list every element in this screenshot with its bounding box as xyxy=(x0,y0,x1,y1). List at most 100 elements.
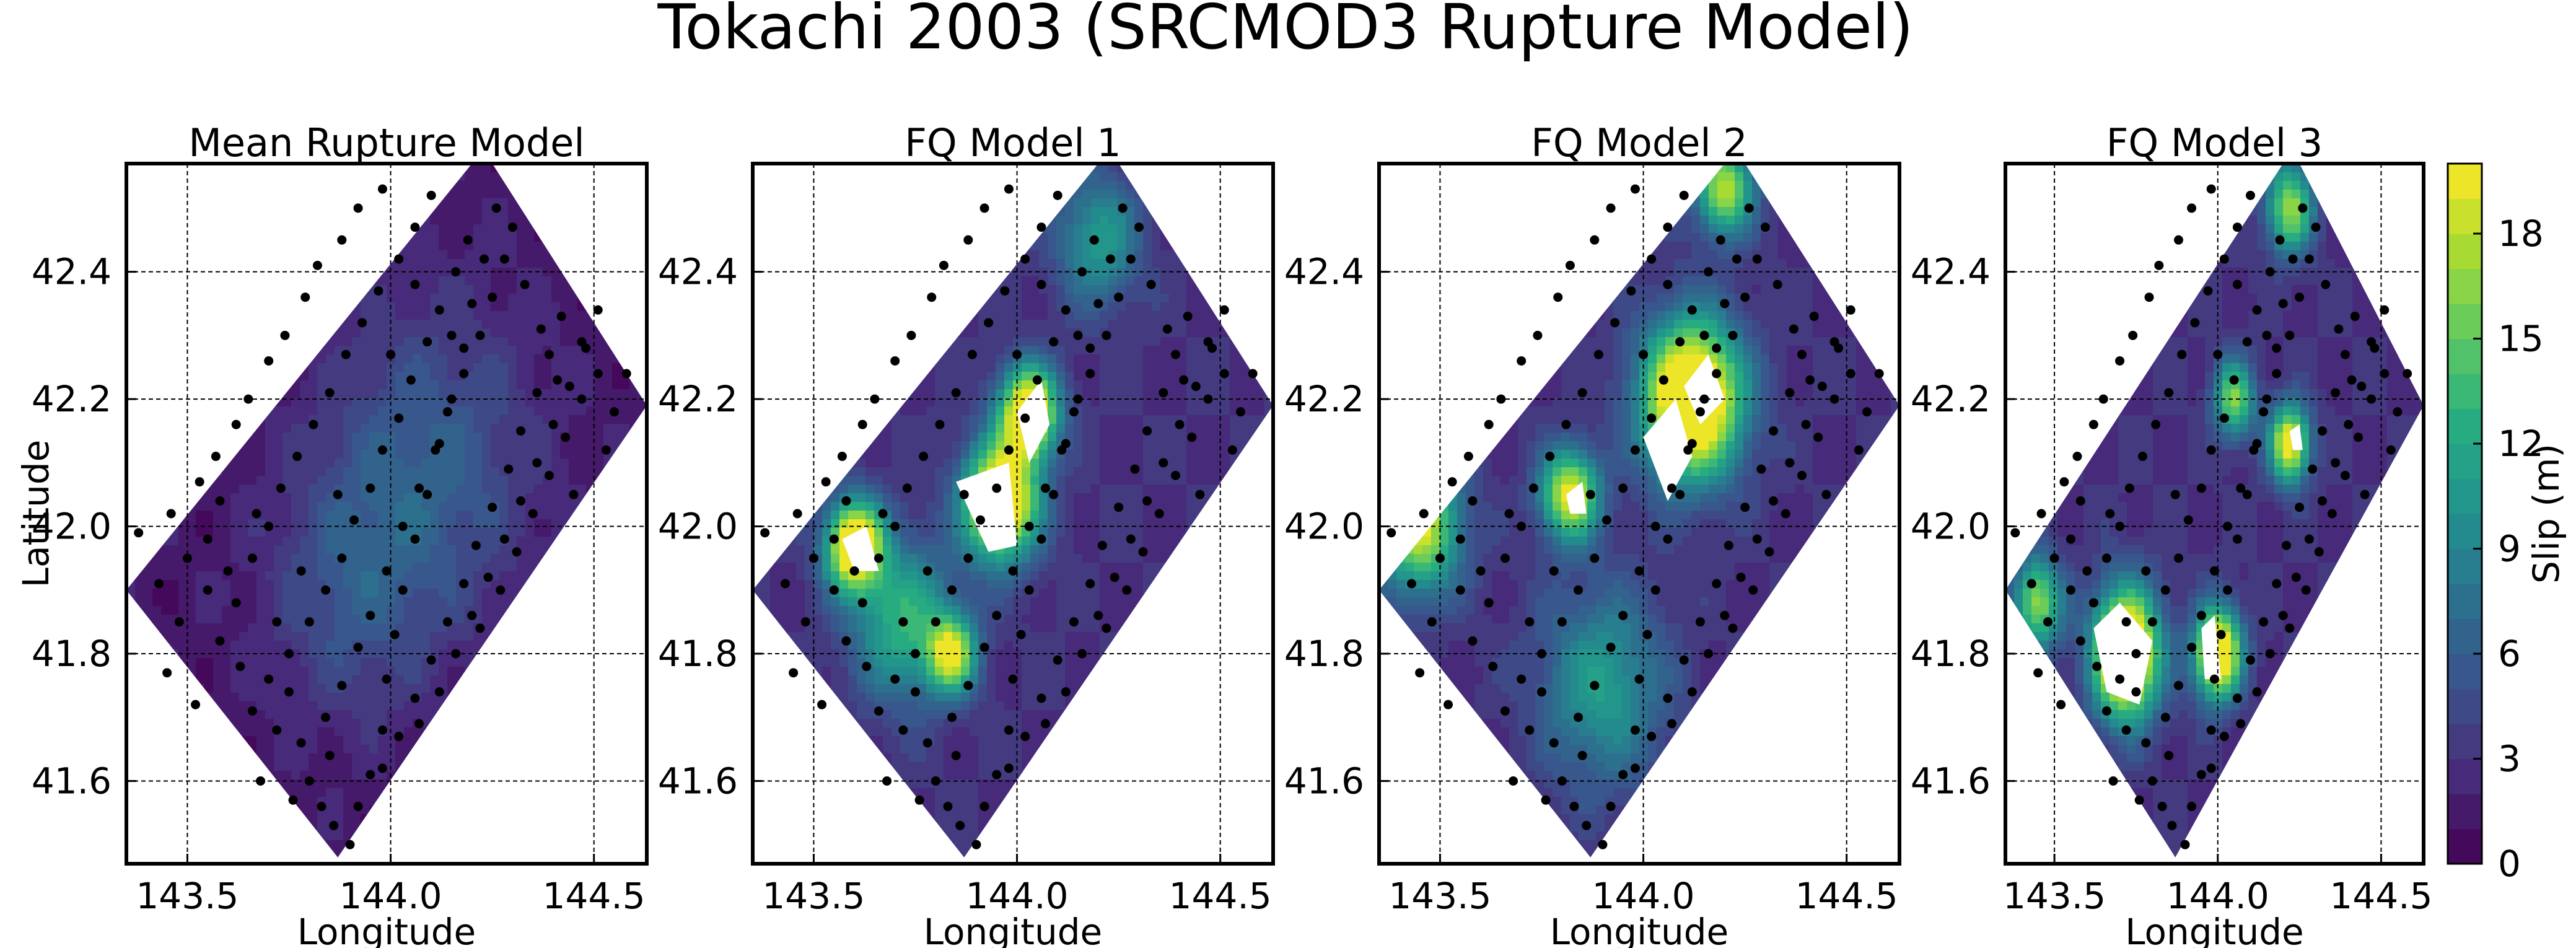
subfault-point xyxy=(2259,407,2269,417)
subfault-point xyxy=(1248,369,1258,379)
subfault-point xyxy=(304,776,314,786)
subfault-point xyxy=(874,553,883,563)
subfault-point xyxy=(902,483,912,493)
subfault-point xyxy=(280,330,290,340)
subfault-point xyxy=(1846,305,1855,315)
subfault-point xyxy=(1463,452,1473,462)
subfault-point xyxy=(2101,553,2111,563)
subfault-point xyxy=(1590,553,1600,563)
subfault-point xyxy=(2295,292,2305,302)
subfault-point xyxy=(377,445,387,455)
subfault-point xyxy=(2344,419,2354,429)
subfault-point xyxy=(841,496,851,506)
subfault-point xyxy=(2380,369,2390,379)
subfault-point xyxy=(134,528,144,538)
subfault-point xyxy=(593,369,603,379)
subfault-point xyxy=(963,553,973,563)
subfault-point xyxy=(2088,598,2098,608)
subfault-point xyxy=(394,254,404,264)
above-range-region xyxy=(2201,615,2222,680)
subfault-point xyxy=(2331,458,2341,468)
subfault-point xyxy=(1829,337,1839,347)
subfault-point xyxy=(2033,668,2043,678)
subfault-point xyxy=(2232,222,2242,232)
subfault-point xyxy=(1663,693,1673,703)
subfault-point xyxy=(532,388,542,398)
subfault-point xyxy=(1077,649,1087,659)
subfault-point xyxy=(2066,585,2075,595)
subfault-point xyxy=(1000,286,1010,296)
subfault-point xyxy=(1785,388,1795,398)
subfault-point xyxy=(1053,655,1062,665)
subfault-point xyxy=(979,643,989,652)
subfault-point xyxy=(203,585,212,595)
subfault-point xyxy=(1036,222,1046,232)
subfault-point xyxy=(1032,375,1042,385)
subfault-point xyxy=(325,388,335,398)
subfault-point xyxy=(2252,687,2262,697)
colorbar-level xyxy=(2448,584,2482,620)
subfault-point xyxy=(353,643,363,652)
subfault-point xyxy=(2108,776,2118,786)
subfault-point xyxy=(931,617,940,627)
y-axis-label: Latitude xyxy=(15,440,57,588)
axes-frame xyxy=(2004,162,2425,866)
colorbar-level xyxy=(2448,724,2482,760)
subfault-point xyxy=(1557,617,1567,627)
subfault-point xyxy=(1679,190,1689,200)
subfault-point xyxy=(1024,585,1034,595)
subfault-point xyxy=(1114,503,1124,512)
colorbar-level xyxy=(2448,828,2482,864)
subfault-point xyxy=(434,305,444,315)
subfault-point xyxy=(1016,630,1026,639)
subfault-point xyxy=(1744,203,1754,213)
subfault-point xyxy=(2318,426,2328,436)
subfault-point xyxy=(1484,598,1494,608)
subfault-point xyxy=(288,795,298,805)
subfault-point xyxy=(1561,419,1571,429)
subfault-point xyxy=(471,540,481,550)
subfault-point xyxy=(2121,725,2131,735)
subfault-point xyxy=(1528,483,1538,493)
subfault-point xyxy=(2278,610,2288,620)
subfault-point xyxy=(2072,452,2082,462)
subfault-point xyxy=(2229,375,2239,385)
subfault-point xyxy=(2347,375,2357,385)
subfault-point xyxy=(1154,509,1164,519)
subfault-point xyxy=(1122,585,1132,595)
subfault-point xyxy=(1008,674,1018,684)
subfault-point xyxy=(1219,305,1229,315)
subfault-points xyxy=(134,184,631,849)
subfault-point xyxy=(434,687,444,697)
subfault-point xyxy=(2331,388,2341,398)
y-tick-label: 42.2 xyxy=(32,378,112,420)
subfault-point xyxy=(2187,203,2197,213)
subfault-point xyxy=(1537,649,1546,659)
subfault-point xyxy=(451,267,461,277)
colorbar-tick-label: 0 xyxy=(2498,843,2521,885)
subfault-point xyxy=(1041,483,1050,493)
subfault-point xyxy=(1012,349,1022,359)
subfault-point xyxy=(1057,445,1067,455)
subfault-point xyxy=(2386,445,2396,455)
subfault-point xyxy=(2311,222,2321,232)
subfault-point xyxy=(992,483,1002,493)
subfault-point xyxy=(951,750,961,760)
subfault-point xyxy=(1752,534,1762,544)
subfault-point xyxy=(2265,267,2275,277)
subfault-point xyxy=(483,573,493,582)
x-tick-label: 144.0 xyxy=(340,875,442,917)
subfault-point xyxy=(264,522,274,532)
subfault-point xyxy=(451,649,461,659)
subfault-point xyxy=(2236,483,2246,493)
subfault-point xyxy=(337,680,347,690)
subfault-point xyxy=(1085,369,1095,379)
subfault-point xyxy=(2242,489,2252,499)
subfault-point xyxy=(1626,286,1636,296)
subfault-point xyxy=(2350,312,2360,322)
subfault-point xyxy=(1797,349,1807,359)
subfault-point xyxy=(1574,585,1584,595)
subfault-point xyxy=(284,687,294,697)
subfault-point xyxy=(1517,522,1527,532)
subfault-point xyxy=(2124,483,2134,493)
